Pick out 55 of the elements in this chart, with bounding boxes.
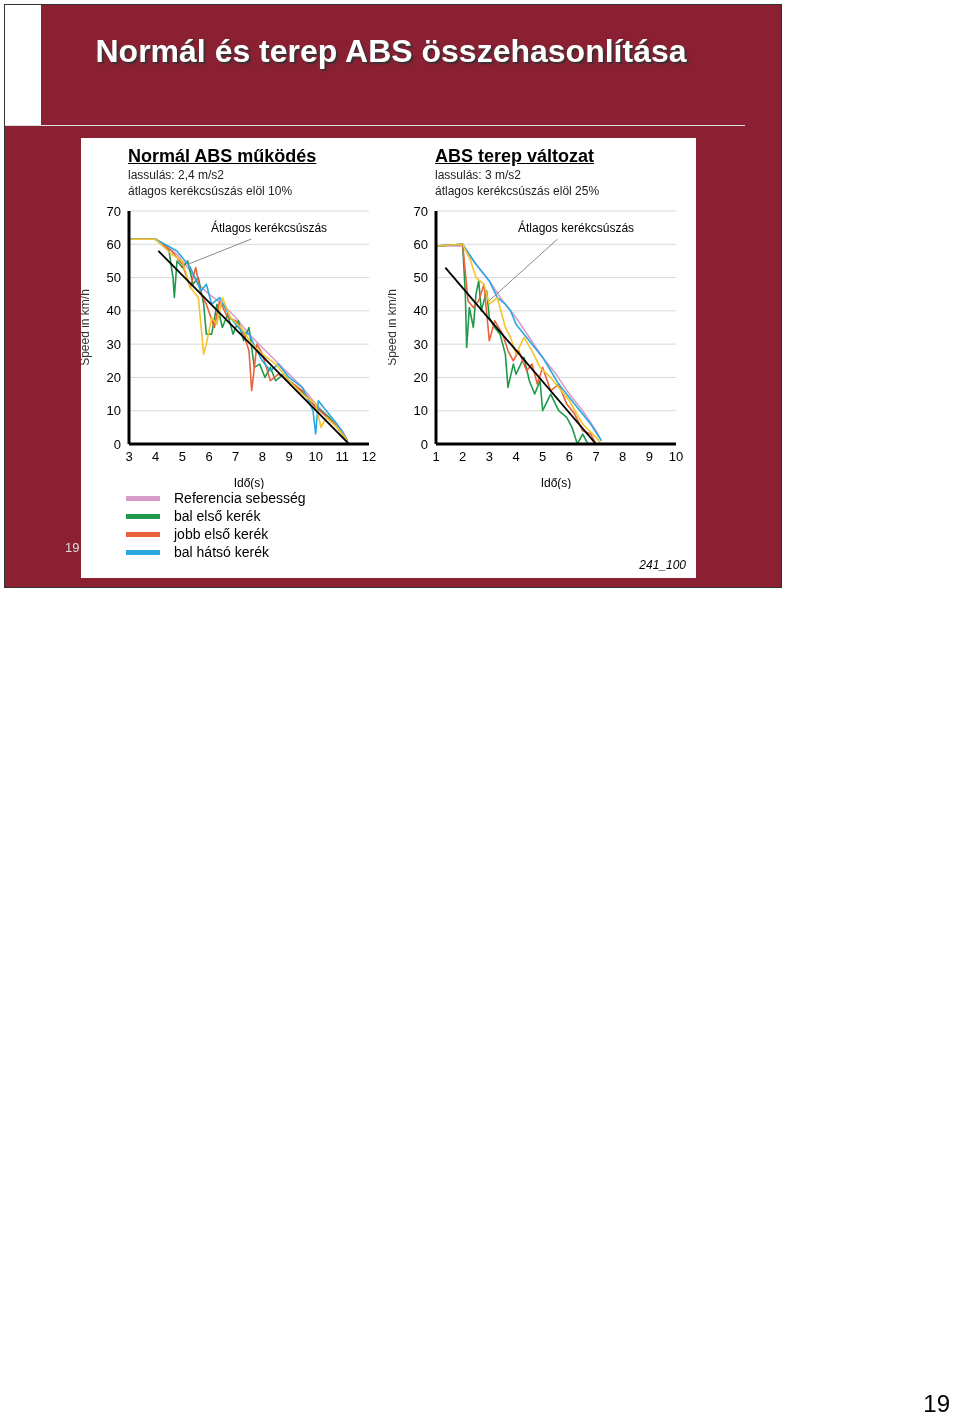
- y-tick-label: 20: [413, 370, 428, 386]
- x-tick-label: 7: [592, 449, 600, 465]
- y-tick-label: 0: [113, 436, 121, 452]
- y-tick-label: 50: [413, 270, 428, 286]
- x-tick-label: 4: [152, 449, 160, 465]
- x-tick-label: 5: [539, 449, 547, 465]
- x-tick-label: 6: [205, 449, 213, 465]
- y-tick-label: 30: [413, 336, 428, 352]
- x-tick-label: 12: [361, 449, 377, 465]
- x-tick-label: 2: [459, 449, 467, 465]
- chart-subtitle: lassulás: 3 m/s2 átlagos kerékcsúszás elöl 25%: [435, 167, 601, 199]
- annotation: Átlagos kerékcsúszás: [211, 221, 328, 235]
- y-tick-label: 70: [413, 203, 428, 219]
- y-tick-label: 10: [413, 403, 428, 419]
- y-tick-label: 30: [106, 336, 121, 352]
- text: 241_100: [639, 558, 686, 572]
- y-tick-label: 60: [106, 236, 121, 252]
- chart-title: Normál ABS működés: [128, 146, 318, 167]
- chart-subtitle: lassulás: 2,4 m/s2 átlagos kerékcsúszás elöl 10%: [128, 167, 294, 199]
- legend-label: jobb első kerék: [174, 525, 269, 543]
- x-tick-label: 10: [308, 449, 323, 465]
- y-tick-label: 50: [106, 270, 121, 286]
- x-axis-title: Idő(s): [540, 476, 572, 490]
- x-tick-label: 8: [619, 449, 627, 465]
- x-axis-title: Idő(s): [233, 476, 265, 490]
- y-tick-label: 60: [413, 236, 428, 252]
- legend-label: bal első kerék: [174, 507, 261, 525]
- x-tick-label: 1: [432, 449, 440, 465]
- y-tick-label: 40: [106, 303, 121, 319]
- x-tick-label: 4: [512, 449, 520, 465]
- chart-title: ABS terep változat: [435, 146, 596, 167]
- y-tick-label: 40: [413, 303, 428, 319]
- x-tick-label: 9: [645, 449, 653, 465]
- x-tick-label: 3: [125, 449, 133, 465]
- line-series: [129, 238, 349, 442]
- y-tick-label: 70: [106, 203, 121, 219]
- text: Normál és terep ABS összehasonlítása: [94, 33, 688, 70]
- y-axis-title: Speed in km/h: [385, 289, 400, 366]
- y-tick-label: 10: [106, 403, 121, 419]
- legend-label: Referencia sebesség: [174, 489, 306, 507]
- x-tick-label: 3: [485, 449, 493, 465]
- annotation: Átlagos kerékcsúszás: [518, 221, 635, 235]
- x-tick-label: 7: [232, 449, 240, 465]
- text: 19: [923, 1390, 950, 1418]
- x-tick-label: 11: [335, 449, 350, 465]
- y-axis-title: Speed in km/h: [78, 289, 93, 366]
- x-tick-label: 9: [285, 449, 293, 465]
- y-tick-label: 0: [420, 436, 428, 452]
- text: 19: [65, 540, 80, 555]
- x-tick-label: 8: [258, 449, 266, 465]
- x-tick-label: 5: [178, 449, 186, 465]
- x-tick-label: 6: [565, 449, 573, 465]
- y-tick-label: 20: [106, 370, 121, 386]
- legend-label: bal hátsó kerék: [174, 543, 269, 561]
- x-tick-label: 10: [668, 449, 684, 465]
